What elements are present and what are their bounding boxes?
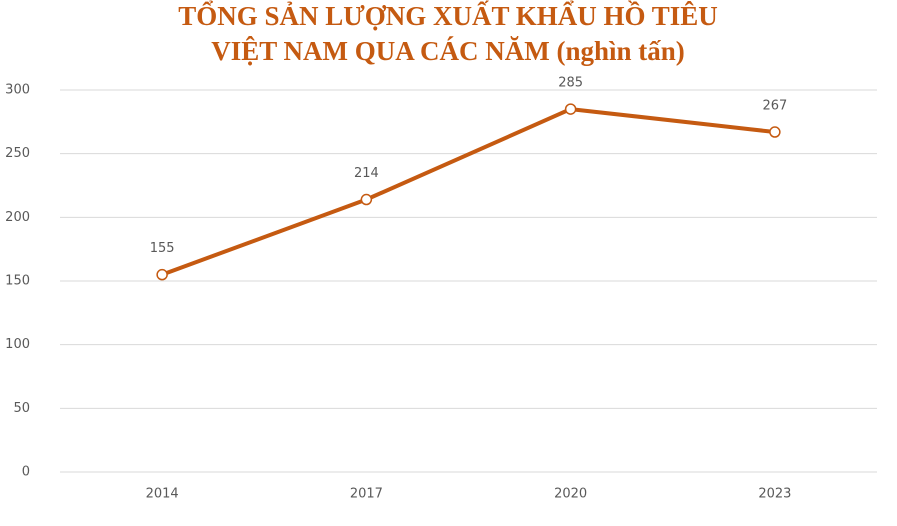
point bbox=[156, 268, 168, 281]
y-tick-label: 150 bbox=[5, 274, 30, 289]
data-label: 214 bbox=[354, 166, 379, 181]
y-tick-label: 50 bbox=[13, 401, 30, 416]
chart-title: TỔNG SẢN LƯỢNG XUẤT KHẨU HỒ TIÊU bbox=[178, 0, 718, 31]
y-tick-label: 300 bbox=[5, 83, 30, 98]
x-tick-label: 2020 bbox=[554, 487, 587, 502]
data-label: 285 bbox=[558, 76, 583, 91]
data-label: 155 bbox=[150, 241, 175, 256]
x-tick-label: 2017 bbox=[350, 487, 383, 502]
y-tick-label: 100 bbox=[5, 337, 30, 352]
x-tick-label: 2023 bbox=[758, 487, 791, 502]
point bbox=[360, 193, 373, 206]
y-tick-label: 250 bbox=[5, 146, 30, 161]
point bbox=[564, 103, 577, 115]
y-tick-label: 200 bbox=[5, 210, 30, 225]
data-label: 267 bbox=[762, 99, 787, 114]
x-tick-label: 2014 bbox=[146, 487, 179, 502]
point bbox=[769, 126, 781, 138]
line bbox=[161, 107, 776, 277]
y-tick-label: 0 bbox=[22, 465, 30, 480]
chart-title: VIỆT NAM QUA CÁC NĂM (nghìn tấn) bbox=[211, 36, 685, 66]
